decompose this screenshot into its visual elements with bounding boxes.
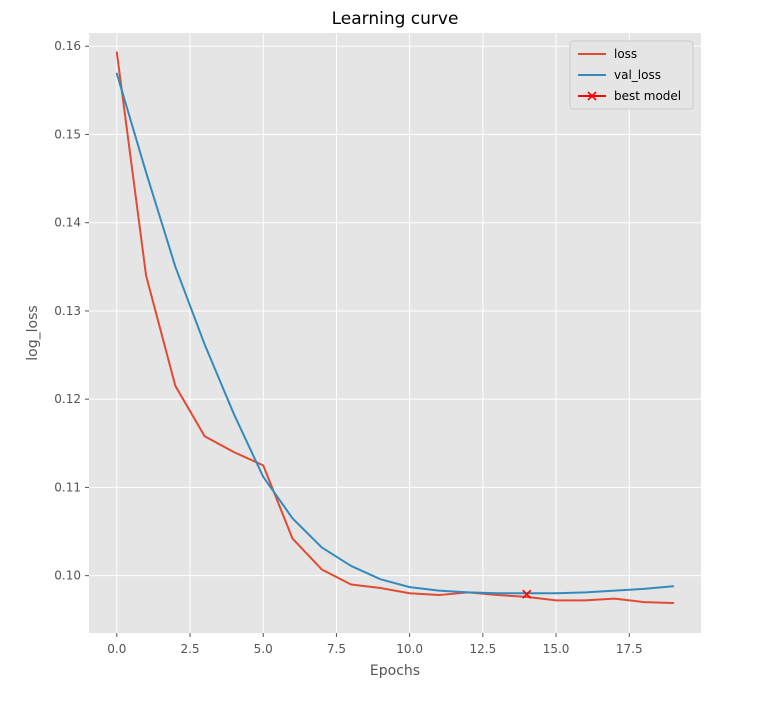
- x-tick-label: 7.5: [327, 642, 346, 656]
- y-tick-label: 0.16: [54, 39, 81, 53]
- legend-label: best model: [614, 89, 681, 103]
- y-tick-label: 0.13: [54, 304, 81, 318]
- x-tick-label: 17.5: [616, 642, 643, 656]
- x-tick-label: 0.0: [107, 642, 126, 656]
- x-tick-label: 12.5: [469, 642, 496, 656]
- series-line-loss: [115, 51, 675, 604]
- y-tick-label: 0.15: [54, 127, 81, 141]
- x-tick-label: 2.5: [180, 642, 199, 656]
- legend-label: val_loss: [614, 68, 661, 82]
- y-tick-label: 0.12: [54, 392, 81, 406]
- legend-label: loss: [614, 47, 637, 61]
- legend-marker: [587, 91, 597, 101]
- y-tick-label: 0.11: [54, 480, 81, 494]
- legend-box: [569, 40, 694, 110]
- x-axis-label: Epochs: [370, 663, 420, 679]
- marker-layer: [522, 589, 532, 599]
- plot-area: [89, 33, 701, 633]
- marker-stroke: [522, 589, 532, 599]
- best-model-marker: [522, 589, 532, 599]
- tick-layer: 0.0 2.5 5.0 7.5 10.0 12.5 15.0 17.5 0.10 0.11 0.12…: [54, 39, 642, 656]
- y-tick-label: 0.14: [54, 216, 81, 230]
- chart-title: Learning curve: [332, 9, 459, 29]
- x-tick-label: 5.0: [254, 642, 273, 656]
- series-layer: [115, 51, 675, 604]
- series-line-val-loss: [115, 72, 675, 595]
- y-axis-label: log_loss: [25, 305, 41, 360]
- x-tick-label: 15.0: [543, 642, 570, 656]
- y-tick-label: 0.10: [54, 569, 81, 583]
- x-tick-label: 10.0: [396, 642, 423, 656]
